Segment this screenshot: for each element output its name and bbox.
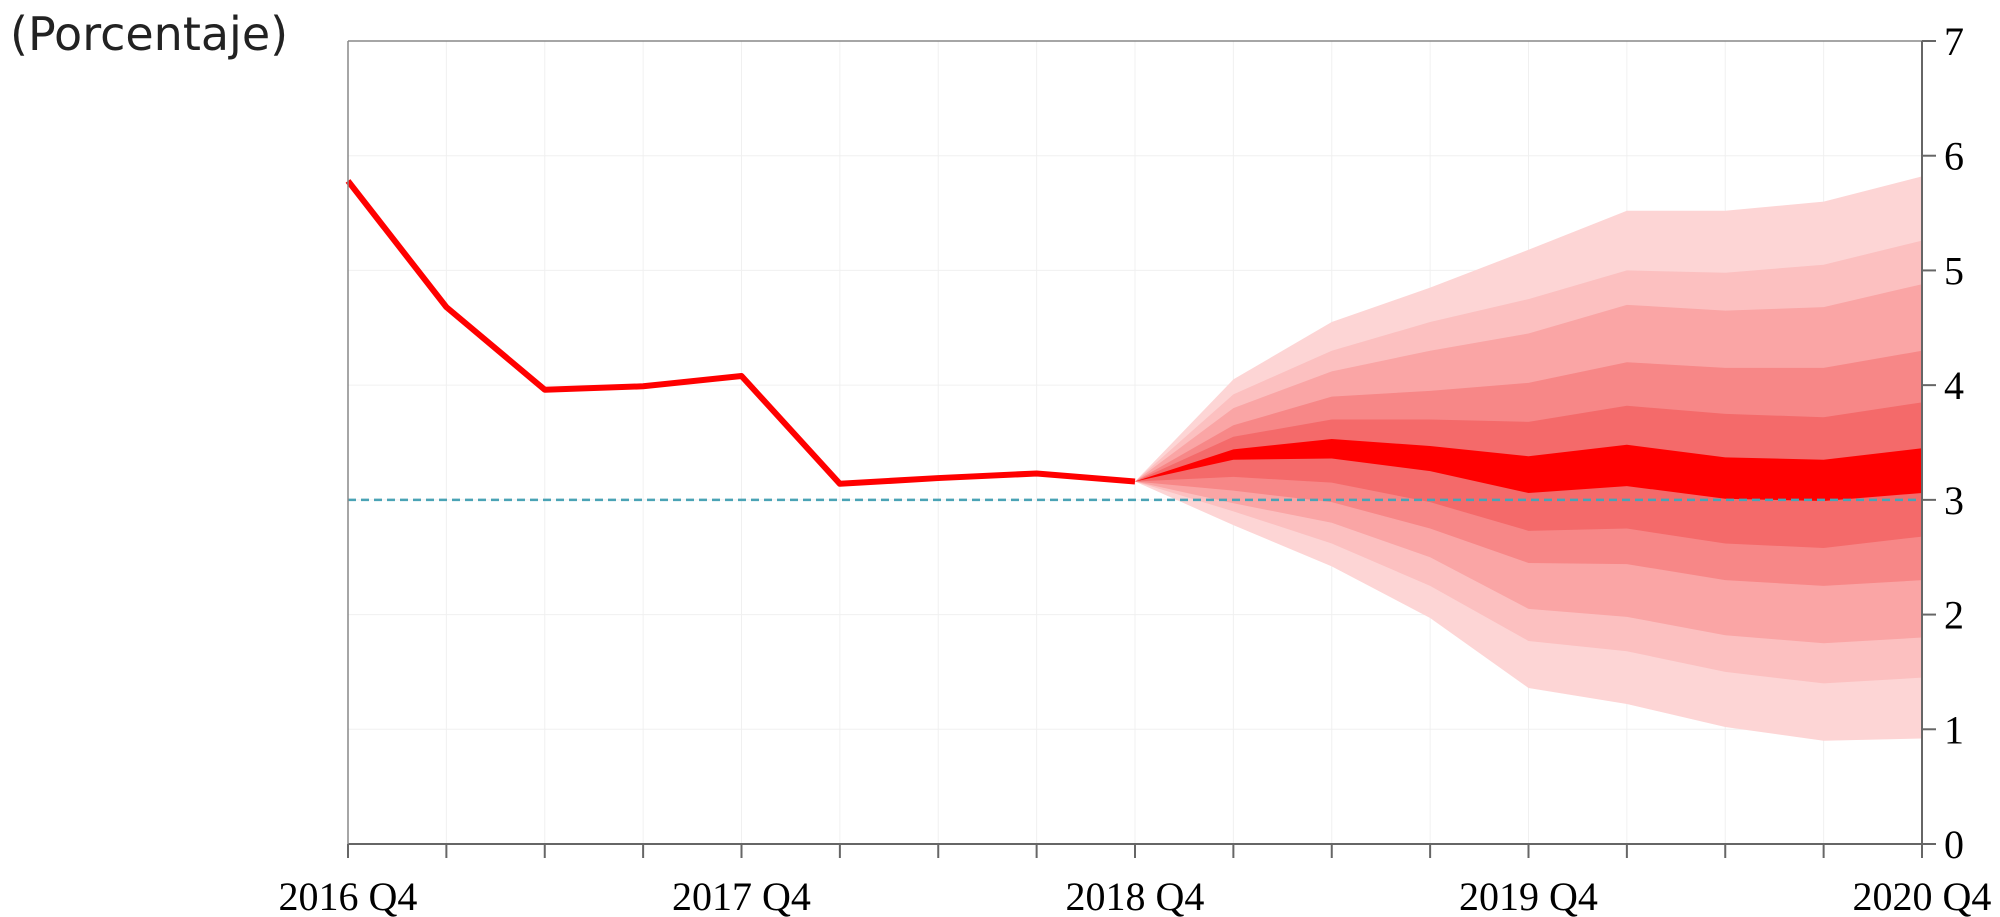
x-tick-label: 2017 Q4 (672, 874, 811, 917)
y-tick-label: 7 (1944, 19, 1964, 64)
y-tick-label: 6 (1944, 134, 1964, 179)
y-tick-label: 1 (1944, 707, 1964, 752)
y-tick-label: 3 (1944, 478, 1964, 523)
line (345, 179, 1136, 487)
x-tick-label: 2020 Q4 (1853, 874, 1992, 917)
fan-band (1135, 439, 1922, 502)
x-tick-label: 2016 Q4 (279, 874, 418, 917)
y-tick-label: 2 (1944, 593, 1964, 638)
y-tick-label: 0 (1944, 822, 1964, 867)
x-tick-label: 2018 Q4 (1066, 874, 1205, 917)
chart-title: (Porcentaje) (10, 7, 288, 61)
x-tick-label: 2019 Q4 (1459, 874, 1598, 917)
y-tick-label: 4 (1944, 363, 1964, 408)
y-tick-label: 5 (1944, 248, 1964, 293)
